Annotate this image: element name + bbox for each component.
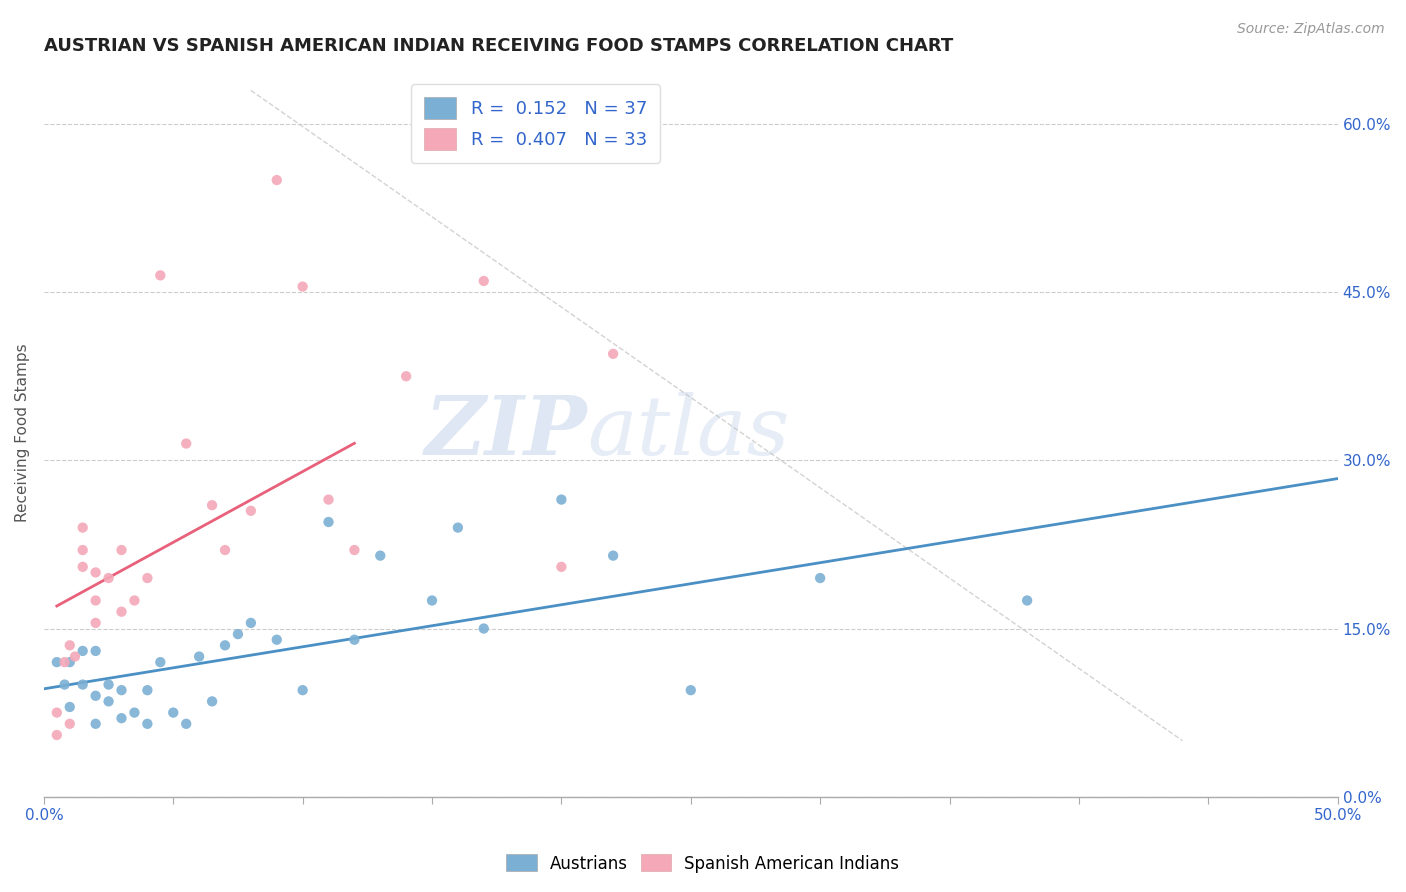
Point — [72, 559, 94, 574]
Point — [420, 593, 443, 607]
Point — [343, 543, 366, 558]
Point — [136, 683, 159, 698]
Point — [266, 173, 288, 187]
Point — [550, 492, 572, 507]
Text: Source: ZipAtlas.com: Source: ZipAtlas.com — [1237, 22, 1385, 37]
Point — [59, 700, 82, 714]
Point — [472, 622, 495, 636]
Point — [45, 728, 67, 742]
Point — [162, 706, 184, 720]
Y-axis label: Receiving Food Stamps: Receiving Food Stamps — [15, 343, 30, 522]
Point — [72, 543, 94, 558]
Point — [45, 655, 67, 669]
Text: ZIP: ZIP — [425, 392, 588, 473]
Point — [110, 683, 132, 698]
Point — [53, 677, 76, 691]
Point — [59, 716, 82, 731]
Point — [201, 694, 224, 708]
Point — [63, 649, 86, 664]
Point — [110, 605, 132, 619]
Point — [72, 520, 94, 534]
Legend: Austrians, Spanish American Indians: Austrians, Spanish American Indians — [501, 847, 905, 880]
Text: AUSTRIAN VS SPANISH AMERICAN INDIAN RECEIVING FOOD STAMPS CORRELATION CHART: AUSTRIAN VS SPANISH AMERICAN INDIAN RECE… — [44, 37, 953, 55]
Point — [239, 615, 262, 630]
Point — [84, 615, 107, 630]
Point — [149, 268, 172, 283]
Point — [97, 571, 120, 585]
Point — [84, 566, 107, 580]
Point — [72, 644, 94, 658]
Point — [201, 498, 224, 512]
Point — [266, 632, 288, 647]
Point — [550, 559, 572, 574]
Point — [602, 549, 624, 563]
Point — [291, 683, 314, 698]
Point — [59, 638, 82, 652]
Point — [226, 627, 249, 641]
Point — [174, 436, 197, 450]
Legend: R =  0.152   N = 37, R =  0.407   N = 33: R = 0.152 N = 37, R = 0.407 N = 33 — [411, 84, 659, 162]
Point — [368, 549, 391, 563]
Point — [214, 543, 236, 558]
Point — [97, 677, 120, 691]
Point — [291, 279, 314, 293]
Point — [1017, 593, 1039, 607]
Point — [395, 369, 418, 384]
Point — [343, 632, 366, 647]
Point — [447, 520, 470, 534]
Point — [136, 571, 159, 585]
Point — [84, 593, 107, 607]
Point — [136, 716, 159, 731]
Point — [59, 655, 82, 669]
Point — [214, 638, 236, 652]
Point — [174, 716, 197, 731]
Point — [124, 706, 146, 720]
Point — [53, 655, 76, 669]
Point — [318, 492, 340, 507]
Point — [472, 274, 495, 288]
Point — [239, 504, 262, 518]
Text: atlas: atlas — [588, 392, 790, 473]
Point — [84, 716, 107, 731]
Point — [45, 706, 67, 720]
Point — [318, 515, 340, 529]
Point — [602, 347, 624, 361]
Point — [188, 649, 211, 664]
Point — [84, 689, 107, 703]
Point — [124, 593, 146, 607]
Point — [110, 711, 132, 725]
Point — [84, 644, 107, 658]
Point — [808, 571, 831, 585]
Point — [679, 683, 702, 698]
Point — [110, 543, 132, 558]
Point — [72, 677, 94, 691]
Point — [149, 655, 172, 669]
Point — [97, 694, 120, 708]
